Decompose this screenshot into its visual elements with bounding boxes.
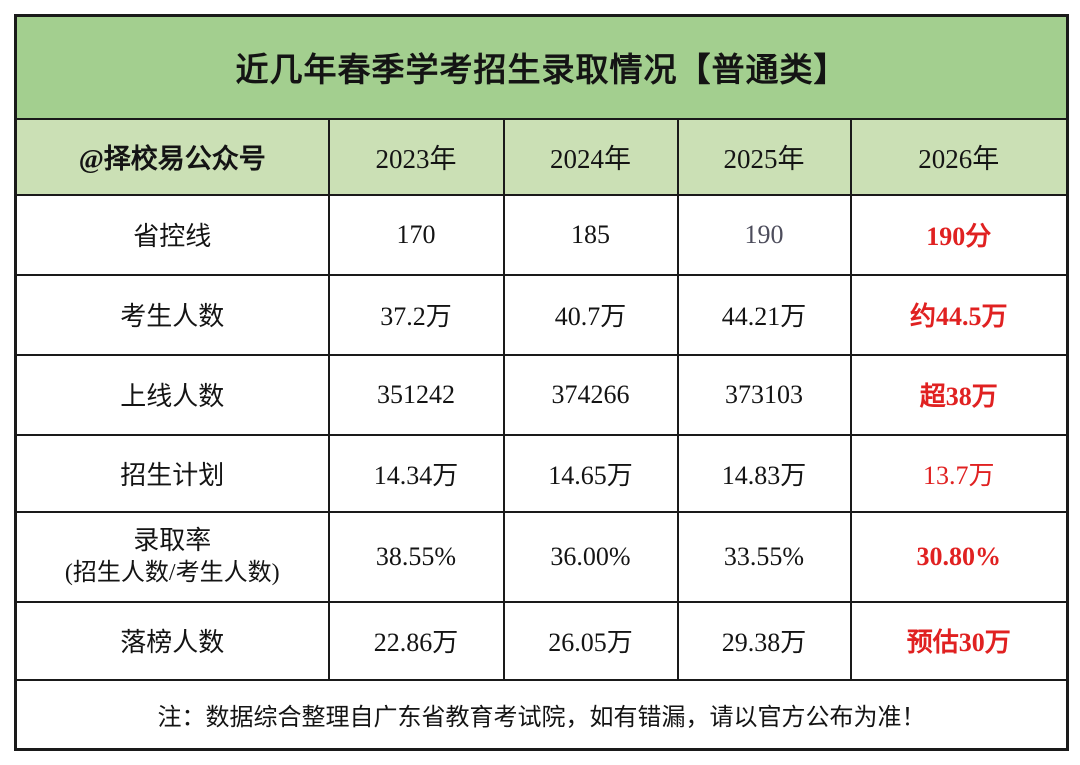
value-cell: 351242 <box>327 353 505 436</box>
value-cell: 190分 <box>849 193 1069 276</box>
value-cell: 14.83万 <box>676 433 852 513</box>
table-row-admission-rate: 录取率 (招生人数/考生人数) 38.55% 36.00% 33.55% 30.… <box>14 510 1069 603</box>
value-cell: 14.65万 <box>502 433 679 513</box>
value-cell: 13.7万 <box>849 433 1069 513</box>
note-row: 注：数据综合整理自广东省教育考试院，如有错漏，请以官方公布为准！ <box>14 678 1069 751</box>
value-cell: 185 <box>502 193 679 276</box>
row-label: 录取率 (招生人数/考生人数) <box>14 510 330 603</box>
value-cell: 36.00% <box>502 510 679 603</box>
value-cell: 26.05万 <box>502 600 679 681</box>
value-cell: 22.86万 <box>327 600 505 681</box>
row-label: 落榜人数 <box>14 600 330 681</box>
value-cell: 29.38万 <box>676 600 852 681</box>
value-cell: 40.7万 <box>502 273 679 356</box>
value-cell: 37.2万 <box>327 273 505 356</box>
value-cell: 38.55% <box>327 510 505 603</box>
table-row-enrollment-plan: 招生计划 14.34万 14.65万 14.83万 13.7万 <box>14 433 1069 513</box>
value-cell: 预估30万 <box>849 600 1069 681</box>
value-cell: 170 <box>327 193 505 276</box>
row-label: 考生人数 <box>14 273 330 356</box>
year-header-2026: 2026年 <box>849 117 1069 196</box>
row-label-main: 录取率 <box>133 526 212 556</box>
row-label-sub: (招生人数/考生人数) <box>64 559 280 586</box>
value-cell: 超38万 <box>849 353 1069 436</box>
table-row-above-line: 上线人数 351242 374266 373103 超38万 <box>14 353 1069 436</box>
table-title: 近几年春季学考招生录取情况【普通类】 <box>14 14 1069 120</box>
value-cell: 374266 <box>502 353 679 436</box>
row-label: 省控线 <box>14 193 330 276</box>
header-row: @择校易公众号 2023年 2024年 2025年 2026年 <box>14 117 1069 196</box>
title-row: 近几年春季学考招生录取情况【普通类】 <box>14 14 1069 120</box>
value-cell: 14.34万 <box>327 433 505 513</box>
value-cell: 30.80% <box>849 510 1069 603</box>
value-cell: 44.21万 <box>676 273 852 356</box>
corner-label: @择校易公众号 <box>14 117 330 196</box>
footnote: 注：数据综合整理自广东省教育考试院，如有错漏，请以官方公布为准！ <box>14 678 1069 751</box>
row-label: 上线人数 <box>14 353 330 436</box>
table-row-failed: 落榜人数 22.86万 26.05万 29.38万 预估30万 <box>14 600 1069 681</box>
value-cell: 33.55% <box>676 510 852 603</box>
year-header-2025: 2025年 <box>676 117 852 196</box>
year-header-2024: 2024年 <box>502 117 679 196</box>
table-row-province-line: 省控线 170 185 190 190分 <box>14 193 1069 276</box>
admission-stats-table: 近几年春季学考招生录取情况【普通类】 @择校易公众号 2023年 2024年 2… <box>14 14 1070 751</box>
value-cell: 约44.5万 <box>849 273 1069 356</box>
value-cell: 373103 <box>676 353 852 436</box>
value-cell: 190 <box>676 193 852 276</box>
table-row-candidates: 考生人数 37.2万 40.7万 44.21万 约44.5万 <box>14 273 1069 356</box>
year-header-2023: 2023年 <box>327 117 505 196</box>
row-label: 招生计划 <box>14 433 330 513</box>
